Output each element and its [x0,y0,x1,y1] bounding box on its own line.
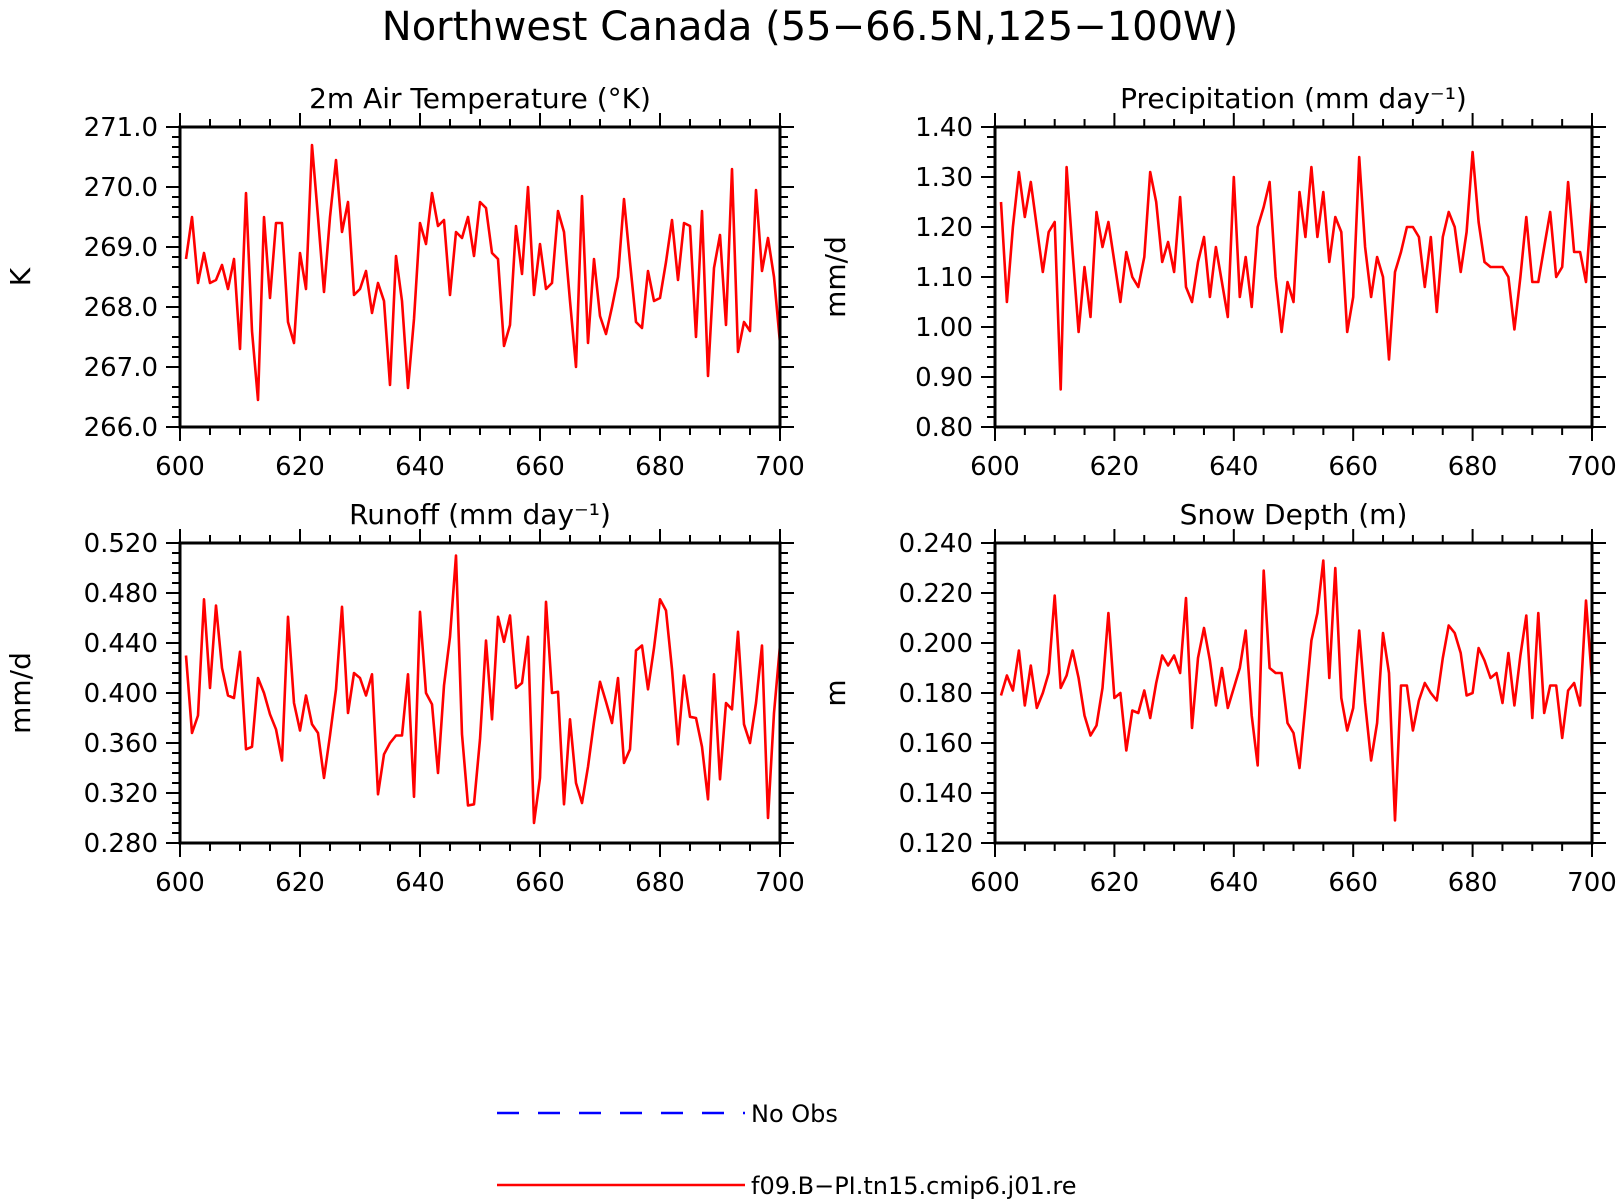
y-tick-label: 270.0 [84,173,158,203]
x-tick-label: 700 [755,868,805,898]
plot-frame [993,541,1594,845]
y-tick-label: 269.0 [84,233,158,263]
x-tick-label: 680 [1448,868,1498,898]
y-tick-label: 0.520 [84,529,158,559]
x-tick-label: 620 [1090,452,1140,482]
x-tick-label: 600 [970,452,1020,482]
plot-frame [993,125,1594,429]
series-line-air-temperature [184,143,782,402]
x-tick-label: 680 [635,868,685,898]
panel-title: 2m Air Temperature (°K) [309,82,651,115]
y-tick-label: 0.180 [899,679,973,709]
y-tick-label: 0.140 [899,779,973,809]
y-axis-label: mm/d [819,236,852,318]
legend: No Obs f09.B−PI.tn15.cmip6.j01.re [497,1100,1076,1200]
x-tick-label: 600 [970,868,1020,898]
y-tick-label: 0.120 [899,829,973,859]
x-tick-label: 660 [515,868,565,898]
panel-precipitation: Precipitation (mm day⁻¹) 600 620 640 660 680 7… [819,82,1617,482]
y-tick-label: 0.480 [84,579,158,609]
series-line-runoff [184,554,782,825]
y-tick-label: 0.360 [84,729,158,759]
panel-air-temperature: 2m Air Temperature (°K) 600 620 640 660 680 70… [4,82,805,482]
legend-label-no-obs: No Obs [751,1100,838,1128]
x-tick-label: 660 [515,452,565,482]
panel-title: Runoff (mm day⁻¹) [349,498,611,531]
y-tick-label: 0.320 [84,779,158,809]
y-tick-label: 0.400 [84,679,158,709]
legend-label-model-run: f09.B−PI.tn15.cmip6.j01.re [751,1172,1076,1200]
x-tick-label: 660 [1328,868,1378,898]
figure-title: Northwest Canada (55−66.5N,125−100W) [382,4,1238,50]
series-line-precipitation [999,150,1594,391]
x-tick-label: 700 [1567,868,1617,898]
y-tick-label: 0.220 [899,579,973,609]
y-tick-label: 0.200 [899,629,973,659]
x-tick-label: 620 [275,452,325,482]
y-tick-label: 1.40 [915,113,973,143]
series-line-snow-depth [999,559,1594,822]
y-axis-label: mm/d [4,652,37,734]
x-tick-label: 700 [755,452,805,482]
y-tick-label: 0.90 [915,363,973,393]
plot-frame [178,541,782,845]
plot-frame [178,125,782,429]
y-tick-label: 0.240 [899,529,973,559]
panel-runoff: Runoff (mm day⁻¹) 600 620 640 660 680 700 0.280… [4,498,805,898]
x-tick-label: 640 [1209,868,1259,898]
y-tick-label: 0.80 [915,413,973,443]
x-tick-label: 640 [395,868,445,898]
y-tick-label: 266.0 [84,413,158,443]
x-tick-label: 680 [1448,452,1498,482]
x-tick-label: 640 [395,452,445,482]
y-axis-label: K [4,267,37,286]
x-tick-label: 700 [1567,452,1617,482]
panel-snow-depth: Snow Depth (m) 600 620 640 660 680 700 0.120 0.1… [819,498,1617,898]
x-tick-label: 600 [155,868,205,898]
y-tick-label: 1.00 [915,313,973,343]
x-tick-label: 620 [275,868,325,898]
panel-title: Snow Depth (m) [1180,498,1408,531]
y-tick-label: 1.10 [915,263,973,293]
y-tick-label: 1.20 [915,213,973,243]
y-tick-label: 268.0 [84,293,158,323]
y-tick-label: 267.0 [84,353,158,383]
y-tick-label: 0.440 [84,629,158,659]
x-tick-label: 680 [635,452,685,482]
x-tick-label: 620 [1090,868,1140,898]
x-tick-label: 660 [1328,452,1378,482]
x-tick-label: 600 [155,452,205,482]
x-tick-label: 640 [1209,452,1259,482]
y-tick-label: 1.30 [915,163,973,193]
panel-title: Precipitation (mm day⁻¹) [1120,82,1467,115]
y-tick-label: 0.160 [899,729,973,759]
y-axis-label: m [819,679,852,706]
y-tick-label: 271.0 [84,113,158,143]
y-tick-label: 0.280 [84,829,158,859]
